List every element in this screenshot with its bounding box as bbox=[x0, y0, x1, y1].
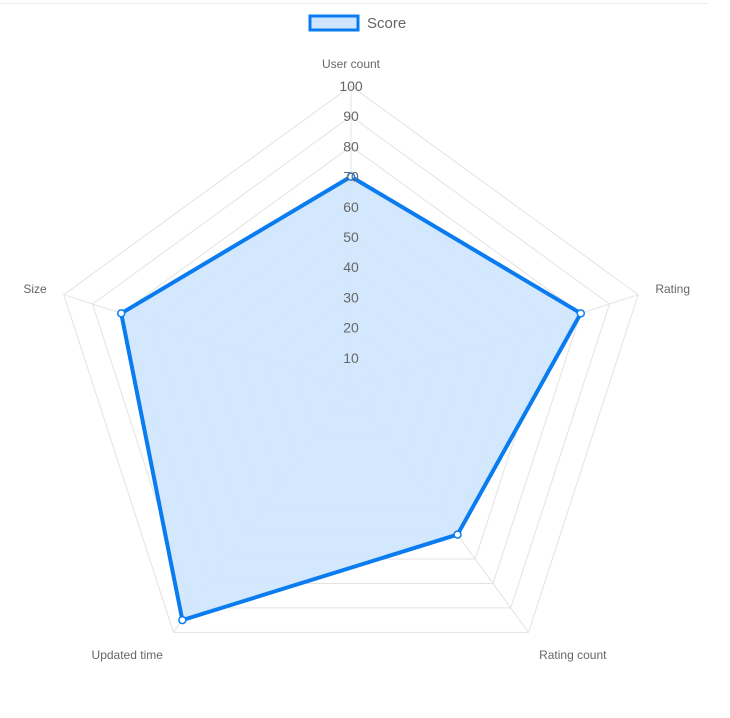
axis-label-size: Size bbox=[23, 282, 47, 296]
legend[interactable]: Score bbox=[308, 14, 406, 32]
grid-ring-10 bbox=[63, 85, 639, 633]
tick-label-20: 20 bbox=[343, 320, 359, 336]
tick-label-90: 90 bbox=[343, 108, 359, 124]
legend-swatch[interactable] bbox=[308, 14, 360, 32]
radar-series bbox=[116, 172, 586, 625]
tick-label-10: 10 bbox=[343, 350, 359, 366]
tick-label-100: 100 bbox=[339, 78, 363, 94]
tick-label-40: 40 bbox=[343, 259, 359, 275]
legend-label[interactable]: Score bbox=[367, 15, 406, 32]
axis-point-labels: User count Rating Rating count Updated time… bbox=[23, 57, 690, 662]
grid-ring-8 bbox=[120, 145, 582, 584]
data-point-4[interactable] bbox=[116, 309, 126, 318]
tick-label-30: 30 bbox=[343, 289, 359, 305]
axis-label-updated-time: Updated time bbox=[92, 648, 164, 662]
tick-label-60: 60 bbox=[343, 199, 359, 215]
series-area bbox=[118, 174, 584, 623]
top-divider bbox=[0, 3, 708, 4]
data-point-2[interactable] bbox=[453, 530, 462, 539]
data-point-0[interactable] bbox=[346, 172, 356, 181]
data-point-3[interactable] bbox=[178, 615, 187, 625]
tick-label-70: 70 bbox=[343, 169, 359, 185]
radial-tick-labels: 10 20 30 40 50 60 70 80 90 100 bbox=[339, 78, 363, 366]
data-point-1[interactable] bbox=[576, 309, 586, 318]
axis-label-rating-count: Rating count bbox=[539, 648, 607, 662]
tick-label-50: 50 bbox=[343, 229, 359, 245]
axis-label-user-count: User count bbox=[322, 57, 381, 71]
axis-label-rating: Rating bbox=[655, 282, 690, 296]
tick-label-80: 80 bbox=[343, 138, 359, 154]
grid-ring-9 bbox=[91, 115, 611, 609]
